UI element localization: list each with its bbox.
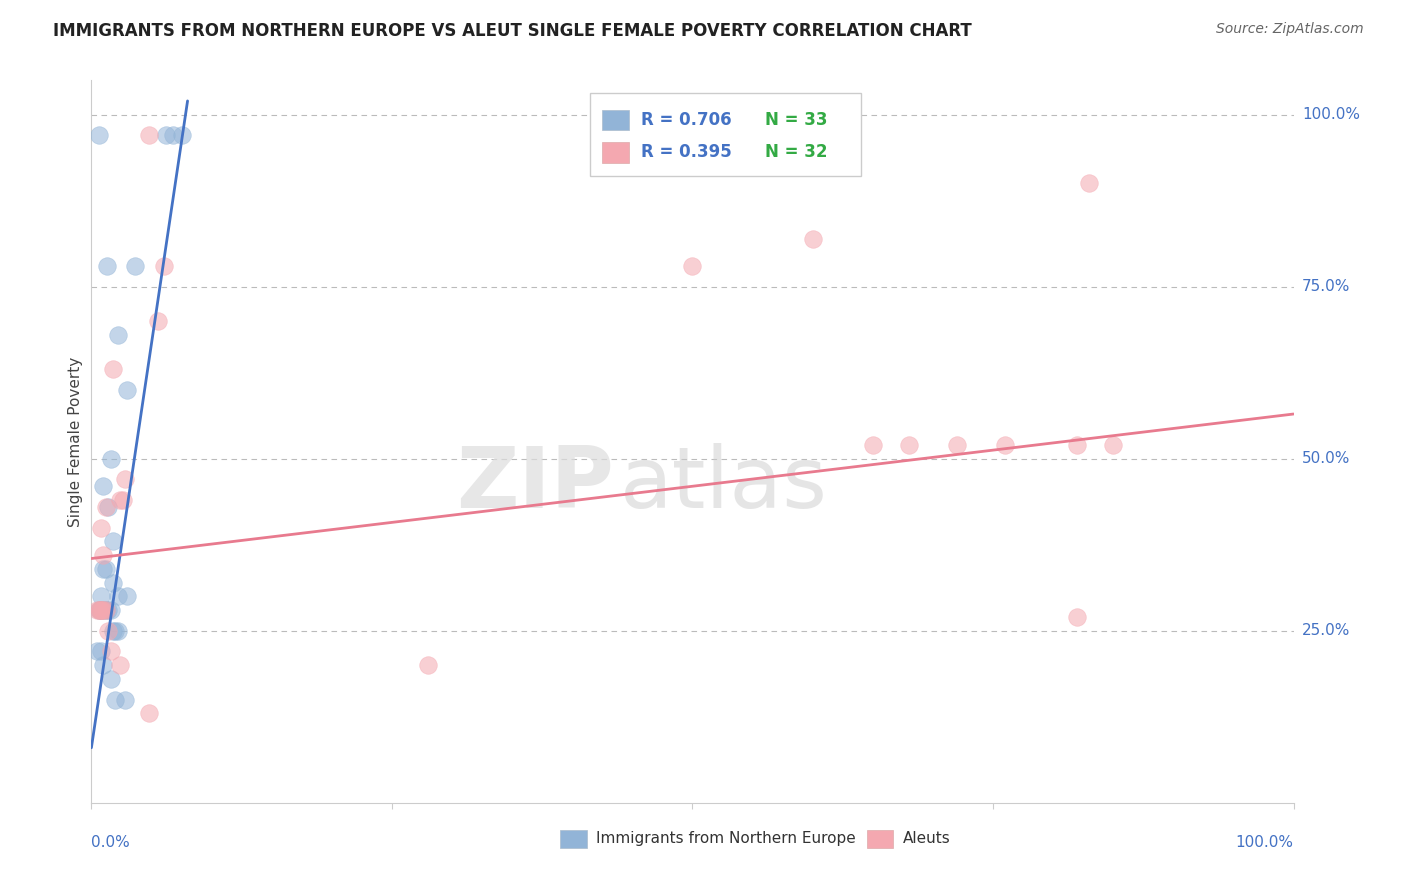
Point xyxy=(124,259,146,273)
Point xyxy=(170,128,193,143)
Point xyxy=(86,644,108,658)
Point xyxy=(100,603,122,617)
Point xyxy=(87,128,110,143)
Point xyxy=(97,500,120,514)
Point xyxy=(801,231,824,245)
Text: 50.0%: 50.0% xyxy=(1302,451,1350,467)
Point xyxy=(862,438,884,452)
Point xyxy=(96,259,118,273)
Text: 100.0%: 100.0% xyxy=(1302,107,1360,122)
Point xyxy=(94,562,117,576)
Text: N = 32: N = 32 xyxy=(765,144,827,161)
Text: R = 0.395: R = 0.395 xyxy=(641,144,731,161)
Point xyxy=(89,603,111,617)
Point xyxy=(162,128,184,143)
Point xyxy=(94,603,117,617)
Text: IMMIGRANTS FROM NORTHERN EUROPE VS ALEUT SINGLE FEMALE POVERTY CORRELATION CHART: IMMIGRANTS FROM NORTHERN EUROPE VS ALEUT… xyxy=(53,22,972,40)
Point xyxy=(90,590,112,604)
Point xyxy=(91,603,114,617)
Point xyxy=(87,603,110,617)
Point xyxy=(155,128,177,143)
Point xyxy=(97,603,120,617)
Point xyxy=(107,590,129,604)
Bar xyxy=(560,830,586,847)
Point xyxy=(86,603,108,617)
Point xyxy=(681,259,703,273)
Point xyxy=(114,472,136,486)
Bar xyxy=(866,830,893,847)
Point xyxy=(104,692,127,706)
Point xyxy=(87,603,110,617)
Point xyxy=(104,624,127,638)
Text: 0.0%: 0.0% xyxy=(91,835,131,850)
Point xyxy=(994,438,1017,452)
Point xyxy=(93,479,115,493)
Text: Source: ZipAtlas.com: Source: ZipAtlas.com xyxy=(1216,22,1364,37)
Point xyxy=(946,438,969,452)
Text: N = 33: N = 33 xyxy=(765,111,827,129)
Point xyxy=(152,259,174,273)
Point xyxy=(97,624,120,638)
Text: Aleuts: Aleuts xyxy=(903,831,950,847)
Point xyxy=(110,658,132,673)
Point xyxy=(90,520,112,534)
Text: 25.0%: 25.0% xyxy=(1302,624,1350,639)
Point xyxy=(100,672,122,686)
FancyBboxPatch shape xyxy=(591,93,860,176)
Point xyxy=(94,603,117,617)
Point xyxy=(111,493,134,508)
Point xyxy=(100,451,122,466)
Point xyxy=(93,562,115,576)
Point xyxy=(1066,438,1088,452)
Point xyxy=(138,128,160,143)
Point xyxy=(146,314,169,328)
Point xyxy=(100,644,122,658)
Point xyxy=(107,327,129,342)
Point xyxy=(90,603,112,617)
Point xyxy=(416,658,439,673)
Text: 75.0%: 75.0% xyxy=(1302,279,1350,294)
Point xyxy=(93,603,115,617)
Text: ZIP: ZIP xyxy=(457,443,614,526)
Point xyxy=(101,362,124,376)
Point xyxy=(897,438,920,452)
Point xyxy=(94,500,117,514)
Bar xyxy=(602,142,628,162)
Point xyxy=(1066,610,1088,624)
Bar xyxy=(602,110,628,130)
Point xyxy=(138,706,160,721)
Text: R = 0.706: R = 0.706 xyxy=(641,111,731,129)
Text: Immigrants from Northern Europe: Immigrants from Northern Europe xyxy=(596,831,856,847)
Point xyxy=(101,534,124,549)
Point xyxy=(1078,177,1101,191)
Text: atlas: atlas xyxy=(620,443,828,526)
Point xyxy=(93,603,115,617)
Text: 100.0%: 100.0% xyxy=(1236,835,1294,850)
Point xyxy=(114,692,136,706)
Point xyxy=(93,658,115,673)
Point xyxy=(110,493,132,508)
Point xyxy=(1102,438,1125,452)
Point xyxy=(117,383,139,397)
Point xyxy=(101,575,124,590)
Point xyxy=(90,603,112,617)
Point xyxy=(101,624,124,638)
Y-axis label: Single Female Poverty: Single Female Poverty xyxy=(67,357,83,526)
Point xyxy=(93,548,115,562)
Point xyxy=(117,590,139,604)
Point xyxy=(90,644,112,658)
Point xyxy=(107,624,129,638)
